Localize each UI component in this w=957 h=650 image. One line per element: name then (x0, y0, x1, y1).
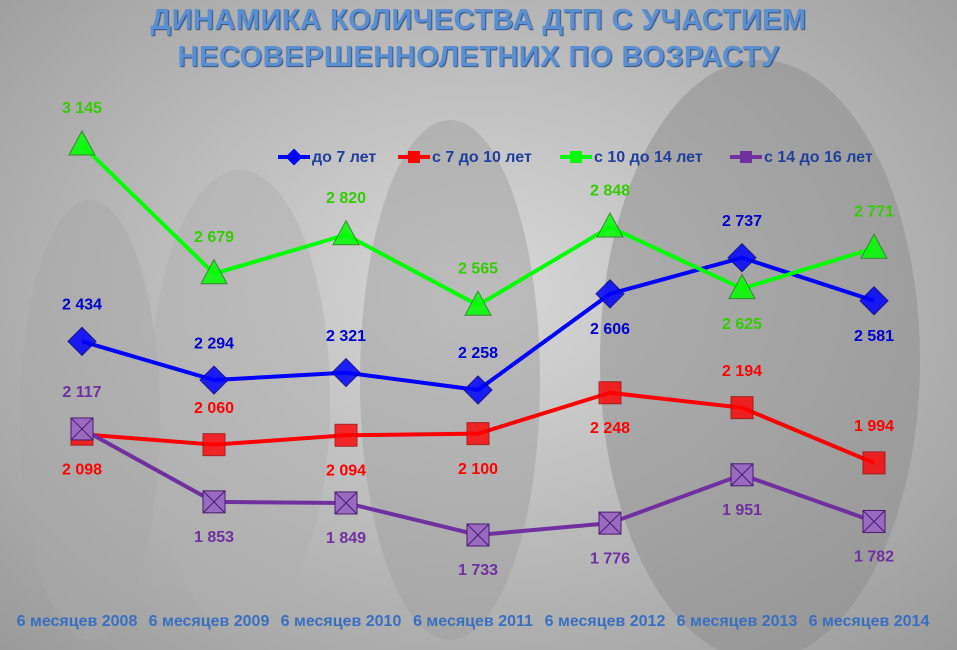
marker (862, 451, 886, 475)
marker (598, 381, 622, 405)
marker (860, 233, 888, 259)
legend-label: с 7 до 10 лет (432, 149, 532, 166)
data-label: 2 625 (722, 316, 762, 333)
data-label: 2 100 (458, 461, 498, 478)
data-label: 1 782 (854, 549, 894, 566)
legend-label: до 7 лет (312, 149, 376, 166)
data-label: 2 094 (326, 463, 366, 480)
data-label: 1 849 (326, 530, 366, 547)
legend-marker (285, 148, 303, 166)
marker (730, 396, 754, 420)
marker (596, 211, 624, 238)
marker (70, 417, 94, 441)
marker (199, 365, 229, 395)
x-tick-label: 6 месяцев 2014 (809, 613, 930, 630)
marker (595, 279, 625, 309)
data-label: 2 248 (590, 420, 630, 437)
legend-marker (740, 151, 752, 163)
marker (334, 423, 358, 447)
data-label: 1 853 (194, 529, 234, 546)
data-label: 1 994 (854, 418, 894, 435)
marker (202, 433, 226, 457)
data-label: 2 606 (590, 321, 630, 338)
data-label: 1 776 (590, 550, 630, 567)
marker (334, 491, 358, 515)
marker (463, 375, 493, 405)
data-label: 1 733 (458, 562, 498, 579)
marker (466, 422, 490, 446)
data-label: 2 565 (458, 260, 498, 277)
data-label: 2 848 (590, 182, 630, 199)
marker (466, 523, 490, 547)
marker (68, 129, 96, 156)
marker (859, 286, 889, 316)
photo-shadow (150, 170, 330, 630)
chart-title: ДИНАМИКА КОЛИЧЕСТВА ДТП С УЧАСТИЕМ НЕСОВ… (150, 4, 807, 73)
data-label: 2 098 (62, 461, 102, 478)
data-label: 2 258 (458, 345, 498, 362)
data-label: 2 434 (62, 297, 102, 314)
marker (332, 219, 360, 246)
photo-shadow (360, 120, 540, 640)
marker (331, 357, 361, 388)
legend-label: с 10 до 14 лет (594, 149, 703, 166)
legend-label: с 14 до 16 лет (764, 149, 873, 166)
x-tick-label: 6 месяцев 2012 (545, 613, 666, 630)
data-label: 2 820 (326, 190, 366, 207)
marker (598, 511, 622, 535)
data-label: 2 194 (722, 363, 762, 380)
data-label: 2 679 (194, 229, 234, 246)
data-label: 3 145 (62, 100, 102, 117)
data-label: 2 060 (194, 400, 234, 417)
marker (862, 509, 886, 533)
data-label: 2 321 (326, 328, 366, 345)
marker (200, 258, 228, 285)
x-tick-label: 6 месяцев 2011 (413, 613, 533, 630)
data-label: 2 771 (854, 204, 894, 221)
photo-shadow (600, 60, 920, 650)
data-label: 2 294 (194, 335, 234, 352)
data-label: 2 581 (854, 328, 894, 345)
data-label: 1 951 (722, 502, 762, 519)
data-label: 2 737 (722, 213, 762, 230)
marker (730, 463, 754, 487)
legend-marker (408, 151, 420, 163)
x-tick-label: 6 месяцев 2013 (677, 613, 798, 630)
x-tick-label: 6 месяцев 2010 (281, 613, 402, 630)
x-tick-label: 6 месяцев 2008 (17, 613, 138, 630)
data-label: 2 117 (62, 384, 101, 401)
marker (728, 273, 756, 300)
marker (202, 490, 226, 514)
legend-marker (570, 151, 582, 163)
marker (67, 326, 97, 357)
marker (727, 242, 757, 273)
marker (464, 290, 492, 316)
x-tick-label: 6 месяцев 2009 (149, 613, 270, 630)
